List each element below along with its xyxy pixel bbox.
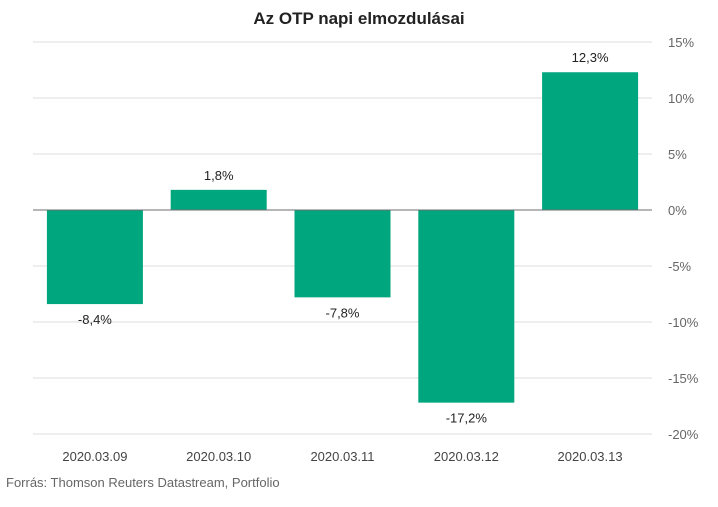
data-label: 12,3%: [572, 50, 609, 65]
y-tick-label: 5%: [668, 147, 687, 162]
y-tick-label: 0%: [668, 203, 687, 218]
x-tick-label: 2020.03.10: [186, 449, 251, 464]
bar: [418, 210, 515, 403]
data-labels: -8,4% 1,8% -7,8% -17,2% 12,3%: [78, 50, 609, 425]
y-axis-ticks: 15% 10% 5% 0% -5% -10% -15% -20%: [668, 35, 699, 442]
data-label: 1,8%: [204, 168, 234, 183]
x-tick-label: 2020.03.11: [310, 449, 374, 464]
y-tick-label: -20%: [668, 427, 699, 442]
bar: [542, 72, 639, 211]
y-tick-label: 10%: [668, 91, 694, 106]
data-label: -8,4%: [78, 312, 112, 327]
y-tick-label: 15%: [668, 35, 694, 50]
data-label: -7,8%: [326, 305, 360, 320]
data-label: -17,2%: [446, 411, 488, 426]
y-tick-label: -5%: [668, 259, 692, 274]
x-tick-label: 2020.03.13: [558, 449, 623, 464]
x-axis-categories: 2020.03.09 2020.03.10 2020.03.11 2020.03.12…: [62, 449, 622, 464]
bar: [170, 189, 267, 210]
chart-title: Az OTP napi elmozdulásai: [253, 9, 464, 28]
x-tick-label: 2020.03.12: [434, 449, 499, 464]
bars: [46, 72, 639, 403]
y-tick-label: -10%: [668, 315, 699, 330]
y-tick-label: -15%: [668, 371, 699, 386]
bar: [46, 210, 143, 305]
source-note: Forrás: Thomson Reuters Datastream, Port…: [6, 475, 280, 490]
bar: [294, 210, 391, 298]
x-tick-label: 2020.03.09: [62, 449, 127, 464]
